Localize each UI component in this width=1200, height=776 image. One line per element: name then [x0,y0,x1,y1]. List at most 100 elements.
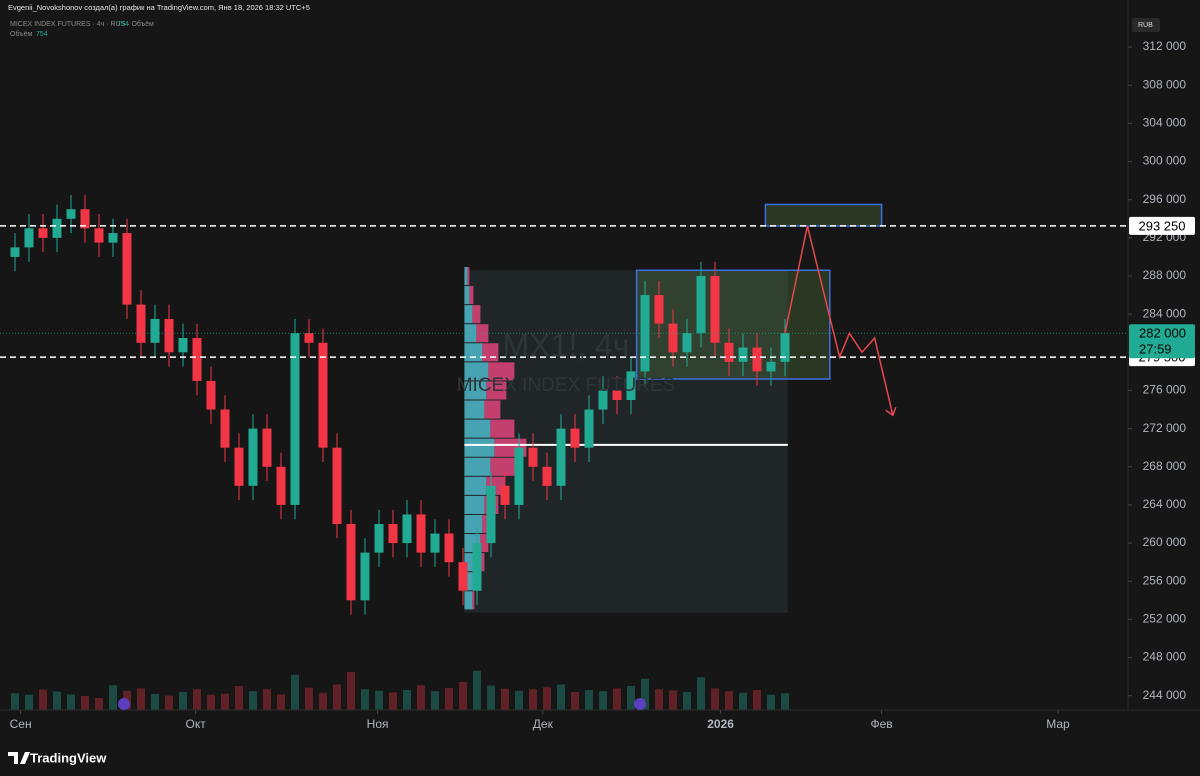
profile-down [480,534,489,553]
volume-bar [599,691,607,710]
volume-bar [767,694,775,710]
candle-body [584,409,594,448]
watermark-symbol: MX1!, 4ч [503,327,630,363]
candle-body [612,390,622,400]
profile-down [469,286,474,305]
candle-body [150,318,160,343]
volume-bar [725,691,733,710]
profile-up [464,266,468,286]
profile-down [472,305,481,324]
candle-body [94,228,104,243]
candle-body [416,514,426,553]
candle-body [276,466,286,505]
event-icon[interactable] [634,698,646,710]
level-label-box [1129,216,1195,235]
candle-body [234,447,244,486]
volume-bar [375,690,383,710]
volume-bar [711,688,719,710]
volume-bar [557,684,565,710]
volume-bar [389,692,397,710]
volume-bar [137,688,145,710]
volume-bar [459,682,467,710]
profile-down [476,324,489,343]
y-tick-label: 312 000 [1143,39,1187,53]
logo[interactable]: TradingView [8,750,107,765]
candle-body [556,428,566,486]
y-tick-label: 288 000 [1143,268,1187,282]
forecast-path [784,225,894,416]
profile-down [472,591,475,610]
volume-bar [221,693,229,710]
volume-bar [25,694,33,710]
profile-down [484,400,501,419]
candle-body [164,318,174,353]
currency[interactable]: RUB [1138,22,1153,29]
volume-bar [291,674,299,710]
volume-bar [431,691,439,710]
logo-mark[interactable] [8,752,30,764]
volume-bar [445,688,453,710]
volume-bar [67,694,75,710]
event-icons[interactable] [118,698,646,710]
x-tick-label: 2026 [707,717,734,731]
volume-bar [487,685,495,710]
x-tick-label: Фев [871,717,893,731]
y-tick-label: 248 000 [1143,650,1187,664]
candle-body [360,552,370,601]
x-tick-label: Мар [1046,717,1070,731]
volume-label: Объём [10,30,32,38]
candle-body [724,342,734,362]
volume-bar [501,688,509,710]
candle-body [486,485,496,544]
profile-down [490,457,517,476]
volume-bar [585,690,593,710]
profile-up [464,286,470,305]
x-tick-label: Дек [533,717,554,731]
candle-body [738,347,748,362]
y-tick-label: 272 000 [1143,421,1187,435]
candle-body [654,295,664,324]
volume-bar [249,691,257,710]
profile-up [464,476,487,495]
volume-bar [165,695,173,710]
candle-body [262,428,272,467]
candle-body [290,333,300,505]
candle-body [388,524,398,544]
volume-bar [515,690,523,710]
profile-up [464,514,483,534]
author-line: Evgenii_Novokshonov создал(а) график на … [8,3,310,12]
level-label: 293 250 [1139,218,1186,233]
candle-body [80,209,90,229]
profile-down [482,343,499,362]
volume-bar [179,692,187,710]
candle-body [626,371,636,400]
candle-body [136,304,146,343]
profile-up [464,419,491,438]
profile-down [486,381,507,400]
candle-body [66,209,76,219]
profile-down [488,362,515,381]
candle-body [178,338,188,353]
volume-bar [263,689,271,710]
volume-bar [109,685,117,710]
brand[interactable]: TradingView [30,750,107,765]
currency-badge[interactable] [1132,18,1160,32]
volume-bar [613,688,621,710]
candle-body [374,524,384,553]
profile-up [464,362,489,381]
volume-bar [753,690,761,710]
profile-up [464,305,473,324]
candle-body [318,342,328,448]
y-tick-label: 308 000 [1143,77,1187,91]
volume-bar [361,689,369,710]
candle-body [696,276,706,334]
volume-bar [529,689,537,710]
profile-up [464,324,477,343]
event-icon[interactable] [118,698,130,710]
volume-bar [739,692,747,710]
y-tick-label: 260 000 [1143,535,1187,549]
y-tick-label: 276 000 [1143,383,1187,397]
volume-value: 754 [36,31,48,38]
volume-bar [53,691,61,710]
